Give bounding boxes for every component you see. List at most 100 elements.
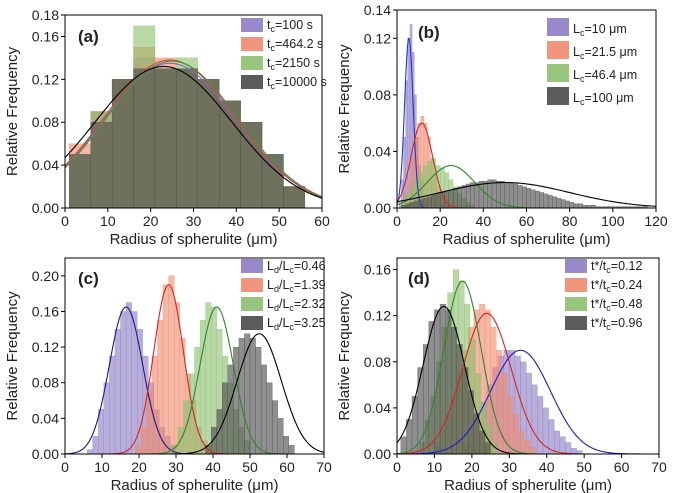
histogram-bar [260,364,267,455]
histogram-bar [513,183,519,209]
x-tick-label: 60 [614,459,630,475]
x-tick-label: 50 [242,459,258,475]
fit-curve-2 [396,122,465,209]
fit-curve-3 [64,60,323,198]
legend-swatch [241,316,263,330]
axes-frame [64,257,325,455]
x-tick-label: 80 [562,213,578,229]
fit-curve-4 [64,65,323,199]
legend-entry: Lc=10 μm [573,22,627,38]
x-axis-title: Radius of spherulite (μm) [111,477,279,493]
histogram-bar [487,179,493,209]
y-axis-title: Relative Frequency [336,291,353,421]
legend-entry: Lc=100 μm [573,91,634,107]
series-4-bars [69,68,306,209]
fit-curve-2 [396,312,585,455]
histogram-bar [87,449,93,455]
histogram-bar [114,329,121,455]
y-tick-label: 0.14 [364,2,391,18]
histogram-bar [400,436,407,455]
histogram-bar [496,350,502,455]
histogram-bar [216,409,223,455]
histogram-bar [517,185,523,209]
histogram-bar [92,436,99,455]
x-tick-label: 10 [94,459,110,475]
legend-swatch [565,316,587,330]
legend-entry: tc=464.2 s [267,37,323,53]
legend-entry: t*/tc=0.24 [591,278,642,294]
legend-swatch [241,56,263,70]
legend-swatch [241,18,263,32]
x-tick-label: 0 [393,459,401,475]
histogram-bar [109,355,116,455]
histogram-bar [414,200,419,209]
fit-curve-1 [396,37,427,209]
histogram-bar [492,442,499,455]
histogram-bar [194,346,201,455]
x-tick-label: 0 [393,213,401,229]
panel-a: 0 10 20 30 40 50 60 0.00 0.04 0.08 0.12 0.16 0.18 Rad… [4,7,330,248]
histogram-bar [565,442,572,455]
histogram-bar [565,200,570,209]
x-tick-label: 60 [519,213,535,229]
series-4-bars [401,179,648,209]
y-tick-label: 0.12 [364,30,391,46]
legend-swatch [547,87,569,105]
legend-entry: Lc=46.4 μm [573,68,637,84]
x-tick-label: 60 [314,213,330,229]
x-tick-label: 50 [576,459,592,475]
legend-swatch [565,297,587,311]
histogram-bar [524,440,531,455]
x-tick-label: 20 [143,213,159,229]
histogram-bar [120,311,127,455]
y-tick-label: 0.04 [32,157,59,173]
histogram-bar [512,413,519,455]
histogram-bar [518,430,525,455]
x-tick-label: 20 [464,459,480,475]
histogram-bar [133,68,156,209]
y-tick-label: 0.04 [364,400,391,416]
legend-entry: t*/tc=0.12 [591,259,642,275]
legend-swatch [547,41,569,59]
legend-entry: tc=100 s [267,18,313,34]
histogram-bar [162,284,169,455]
x-tick-label: 50 [271,213,287,229]
y-tick-label: 0.16 [32,28,59,44]
histogram-bar [140,427,147,455]
fit-curve-2 [109,284,228,455]
x-tick-label: 20 [432,213,448,229]
legend-entry: tc=10000 s [267,75,327,91]
y-tick-label: 0.08 [364,354,391,370]
x-axis-title: Radius of spherulite (μm) [443,231,611,248]
x-tick-label: 60 [279,459,295,475]
histogram-bar [405,203,411,209]
x-tick-label: 10 [427,459,443,475]
histogram-bar [272,400,278,455]
y-axis-title: Relative Frequency [336,44,353,174]
legend: t*/tc=0.12 t*/tc=0.24 t*/tc=0.48 t*/tc=0.96 [565,259,642,332]
histogram-bar [530,189,536,209]
histogram-bar [422,197,428,209]
legend-entry: t*/tc=0.96 [591,316,642,332]
histogram-bar [569,202,575,209]
x-tick-label: 20 [131,459,147,475]
histogram-bar [578,203,583,209]
histogram-bar [539,192,544,209]
x-tick-label: 40 [539,459,555,475]
x-tick-label: 70 [651,459,667,475]
legend-entry: Lc=21.5 μm [573,45,637,61]
histogram-bar [135,444,142,455]
panel-label: (c) [78,269,99,288]
histogram-bar [409,202,415,209]
histogram-bar [504,182,510,209]
fit-curve-4 [396,305,527,455]
x-tick-label: 30 [186,213,202,229]
x-tick-label: 30 [168,459,184,475]
legend-entry: tc=2150 s [267,56,320,72]
y-tick-label: 0.04 [364,143,391,159]
histogram-bar [111,79,134,209]
x-tick-label: 30 [501,459,517,475]
histogram-bar [405,80,408,209]
histogram-bar [431,195,436,209]
histogram-bar [125,302,132,455]
